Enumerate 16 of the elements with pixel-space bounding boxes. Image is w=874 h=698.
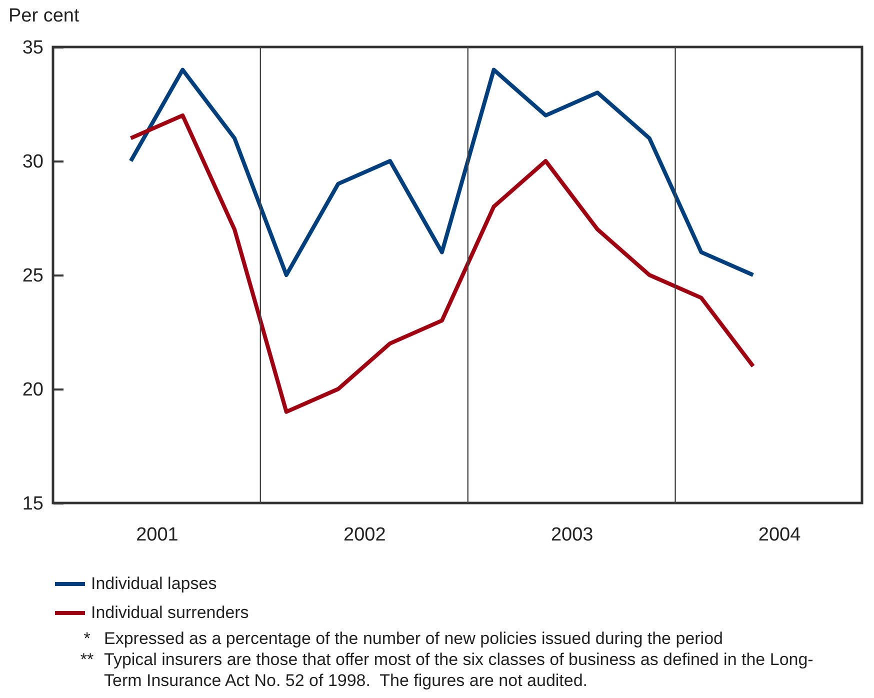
text: ** Typical insurers are those that offer most of the six classes of business as defined in the Long-Term Insurance Act No. 52 of 1998. The figures are not audited. [79, 649, 814, 691]
line-series [128, 113, 756, 414]
text: * Expressed as a percentage of the number of new policies issued during the period [82, 628, 723, 649]
legend-label: Individual lapses [91, 574, 217, 593]
line-series [128, 68, 756, 277]
x-tick-label: 2003 [550, 524, 594, 546]
y-axis-title: Per cent [8, 6, 80, 26]
x-tick-label: 2001 [136, 524, 178, 546]
legend-label: Individual surrenders [91, 603, 249, 622]
y-tick-label: 35 [22, 38, 44, 58]
x-tick-label: 2004 [758, 524, 802, 546]
y-tick-label: 30 [22, 152, 44, 172]
y-tick-label: 25 [22, 266, 44, 286]
y-tick-label: 20 [22, 380, 44, 400]
y-tick-label: 15 [22, 494, 44, 514]
x-tick-label: 2002 [344, 524, 386, 546]
